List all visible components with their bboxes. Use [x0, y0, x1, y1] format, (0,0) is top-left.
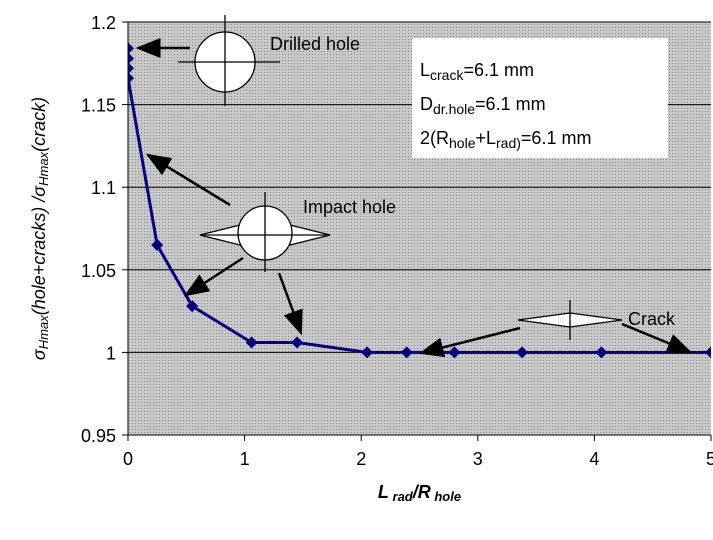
x-axis-label: L rad/R hole — [378, 482, 461, 504]
x-tick-label: 1 — [240, 449, 250, 469]
marker — [128, 52, 134, 65]
info-line-part: =6.1 mm — [521, 128, 592, 148]
annotation: Impact hole — [303, 197, 396, 217]
y-tick-label: 1 — [106, 343, 116, 363]
marker — [516, 346, 529, 359]
x-tick-label: 4 — [589, 449, 599, 469]
x-axis-label-part: /R — [412, 482, 431, 502]
info-line-sub: dr.hole — [433, 101, 475, 117]
marker — [400, 346, 413, 359]
x-axis-label-sub: rad — [389, 489, 414, 504]
marker — [128, 62, 134, 75]
y-axis-label-part: (hole+cracks) /σ — [29, 185, 49, 316]
x-axis-label-part: L — [378, 482, 389, 502]
marker — [151, 239, 164, 252]
info-line-sub: hole — [449, 135, 476, 151]
info-box — [412, 38, 668, 158]
annotation-shapes — [135, 15, 693, 358]
y-axis-label-sub: Hmax — [36, 315, 51, 349]
marker — [448, 346, 461, 359]
y-tick-label: 0.95 — [81, 426, 116, 446]
x-tick-label: 3 — [473, 449, 483, 469]
marker — [186, 300, 199, 313]
y-tick-label: 1.2 — [91, 13, 116, 33]
info-line-part: +L — [475, 128, 496, 148]
marker — [595, 346, 608, 359]
y-axis-label: σHmax(hole+cracks) /σHmax(crack) — [29, 97, 51, 360]
y-axis-label-part: (crack) — [29, 97, 49, 152]
marker — [245, 336, 258, 349]
info-line-part: D — [420, 94, 433, 114]
x-axis-label-sub: hole — [431, 489, 461, 504]
series-line — [128, 48, 711, 354]
y-tick-label: 1.1 — [91, 178, 116, 198]
info-line: 2(Rhole+Lrad)=6.1 mm — [420, 128, 591, 151]
annotation: Drilled hole — [270, 34, 360, 54]
annotation: Crack — [628, 309, 676, 329]
marker — [361, 346, 374, 359]
marker — [705, 346, 711, 359]
x-tick-label: 2 — [356, 449, 366, 469]
y-tick-label: 1.15 — [81, 96, 116, 116]
y-tick-label: 1.05 — [81, 261, 116, 281]
marker — [128, 72, 134, 85]
x-tick-label: 5 — [706, 449, 713, 469]
marker — [128, 42, 134, 55]
x-tick-label: 0 — [123, 449, 133, 469]
y-axis-label-sub: Hmax — [36, 151, 51, 185]
info-line-sub: rad) — [496, 135, 521, 151]
y-axis-label-part: σ — [29, 348, 49, 360]
info-line-part: 2(R — [420, 128, 449, 148]
info-line: Ddr.hole=6.1 mm — [420, 94, 546, 117]
series — [128, 42, 711, 359]
info-line-sub: crack — [430, 67, 464, 83]
info-line: Lcrack=6.1 mm — [420, 60, 534, 83]
info-line-part: =6.1 mm — [475, 94, 546, 114]
info-line-part: =6.1 mm — [463, 60, 534, 80]
info-line-part: L — [420, 60, 430, 80]
marker — [291, 336, 304, 349]
